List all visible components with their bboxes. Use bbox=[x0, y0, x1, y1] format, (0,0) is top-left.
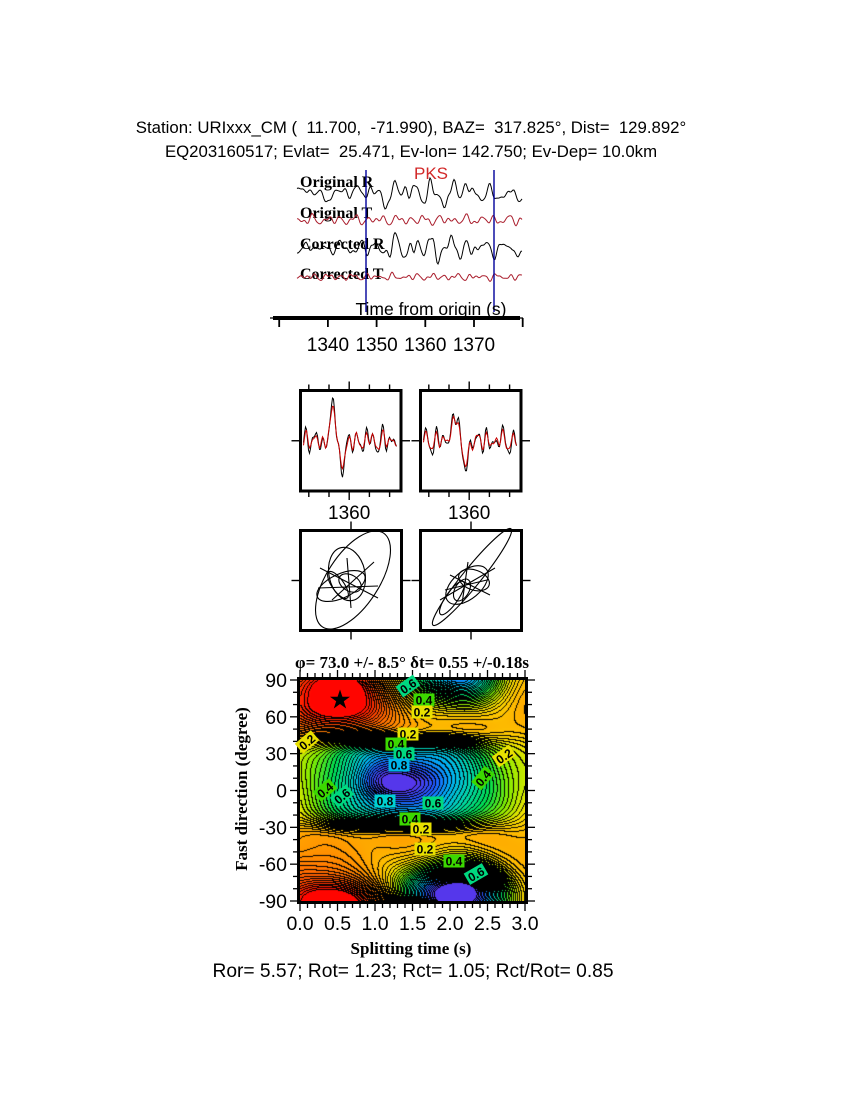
svg-text:0.2: 0.2 bbox=[413, 823, 430, 837]
svg-text:1360: 1360 bbox=[404, 335, 446, 356]
svg-text:-60: -60 bbox=[259, 854, 287, 876]
svg-text:0.5: 0.5 bbox=[324, 913, 351, 935]
svg-text:30: 30 bbox=[265, 744, 287, 766]
svg-text:2.0: 2.0 bbox=[436, 913, 463, 935]
svg-text:0.2: 0.2 bbox=[417, 843, 434, 857]
svg-text:0.6: 0.6 bbox=[425, 797, 442, 811]
svg-text:2.5: 2.5 bbox=[474, 913, 501, 935]
svg-text:60: 60 bbox=[265, 707, 287, 729]
svg-text:1340: 1340 bbox=[307, 335, 349, 356]
svg-text:1370: 1370 bbox=[453, 335, 495, 356]
svg-text:90: 90 bbox=[265, 670, 287, 692]
svg-text:0.4: 0.4 bbox=[473, 767, 495, 789]
svg-text:1360: 1360 bbox=[328, 503, 370, 524]
svg-text:-90: -90 bbox=[259, 891, 287, 913]
svg-text:1.0: 1.0 bbox=[361, 913, 388, 935]
svg-text:0.4: 0.4 bbox=[446, 855, 463, 869]
svg-text:-30: -30 bbox=[259, 817, 287, 839]
svg-text:Fast direction (degree): Fast direction (degree) bbox=[232, 707, 251, 871]
svg-text:0.0: 0.0 bbox=[286, 913, 313, 935]
svg-text:0.8: 0.8 bbox=[391, 759, 408, 773]
svg-text:0.6: 0.6 bbox=[396, 748, 413, 762]
svg-text:1.5: 1.5 bbox=[399, 913, 426, 935]
svg-text:0: 0 bbox=[276, 781, 287, 803]
svg-text:1350: 1350 bbox=[355, 335, 397, 356]
svg-text:Splitting time (s): Splitting time (s) bbox=[351, 939, 472, 958]
svg-text:3.0: 3.0 bbox=[511, 913, 538, 935]
svg-text:0.4: 0.4 bbox=[416, 694, 433, 708]
svg-text:0.8: 0.8 bbox=[377, 795, 394, 809]
svg-text:Time from origin (s): Time from origin (s) bbox=[355, 299, 506, 319]
svg-text:0.2: 0.2 bbox=[414, 706, 431, 720]
svg-text:φ= 73.0 +/- 8.5° δt= 0.55 +/-0: φ= 73.0 +/- 8.5° δt= 0.55 +/-0.18s bbox=[295, 653, 529, 672]
svg-text:1360: 1360 bbox=[448, 503, 490, 524]
